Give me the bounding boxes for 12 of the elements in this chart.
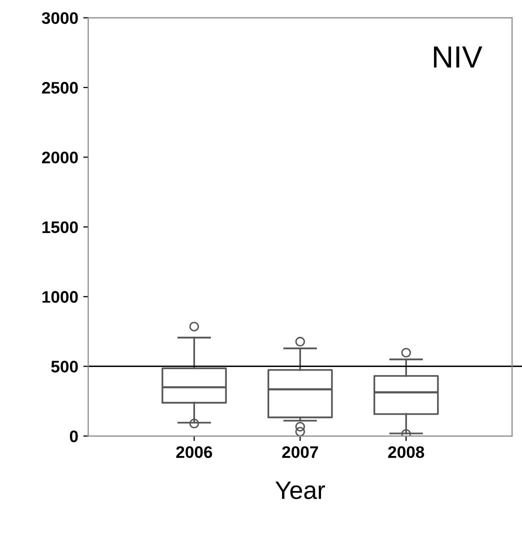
y-tick-label: 0 xyxy=(70,430,78,442)
x-tick-label: 2008 xyxy=(388,446,424,458)
y-tick-label: 500 xyxy=(51,360,78,373)
y-tick-label: 3000 xyxy=(42,12,78,24)
y-tick-label: 2500 xyxy=(42,82,78,94)
x-tick-label: 2006 xyxy=(176,446,212,458)
annotation: NIV xyxy=(434,46,482,68)
y-tick-label: 1500 xyxy=(42,221,78,234)
y-tick-label: 2000 xyxy=(42,152,78,164)
x-axis-title: Year xyxy=(275,482,325,500)
y-tick-label: 1000 xyxy=(42,291,78,303)
x-tick-label: 2007 xyxy=(282,446,318,458)
